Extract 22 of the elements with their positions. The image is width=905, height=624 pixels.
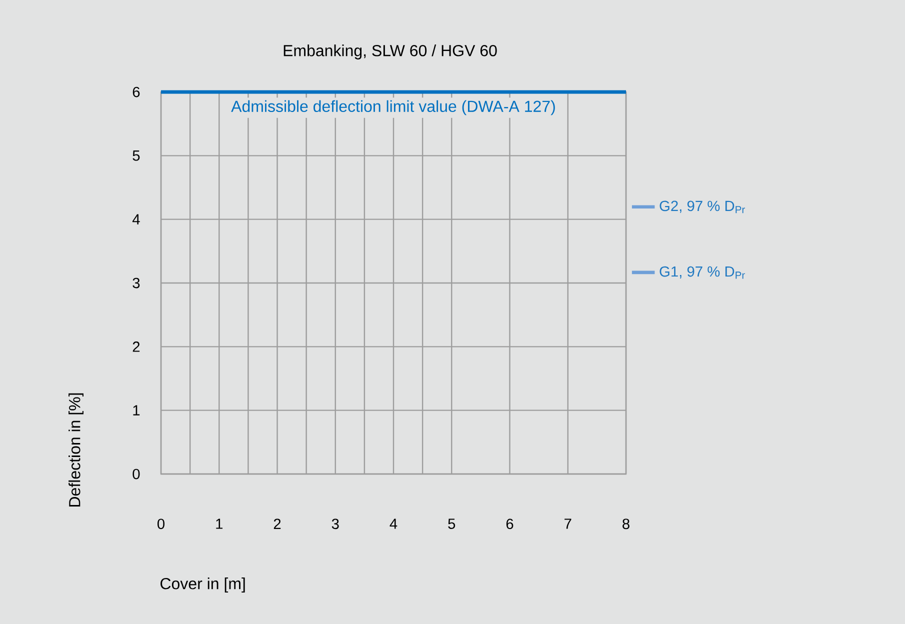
y-tick-label: 0 [132, 468, 140, 480]
series-label: Admissible deflection limit value (DWA-A 127) [231, 100, 555, 116]
y-tick-label: 6 [132, 86, 140, 98]
x-tick-label: 1 [216, 518, 222, 529]
y-tick-label: 2 [132, 342, 140, 352]
x-tick-label: 0 [157, 518, 164, 530]
x-tick-label: 6 [506, 518, 514, 530]
x-tick-label: 2 [274, 518, 281, 529]
x-tick-label: 7 [564, 518, 572, 529]
x-tick-label: 8 [622, 518, 630, 530]
legend-label: G2, 97 % D$_{Pr}$ [660, 200, 745, 214]
legend-label: G1, 97 % D$_{Pr}$ [660, 266, 745, 279]
x-tick-label: 4 [390, 518, 398, 529]
y-tick-label: 4 [132, 214, 140, 224]
y-axis-title: Deflection in [%] [68, 393, 84, 506]
x-axis-title: Cover in [m] [160, 578, 245, 592]
x-tick-label: 5 [448, 518, 456, 529]
y-tick-label: 3 [132, 278, 140, 288]
x-tick-label: 3 [332, 518, 339, 530]
y-tick-label: 1 [133, 405, 140, 416]
y-tick-label: 5 [132, 150, 140, 161]
chart-title: Embanking, SLW 60 / HGV 60 [284, 44, 497, 60]
